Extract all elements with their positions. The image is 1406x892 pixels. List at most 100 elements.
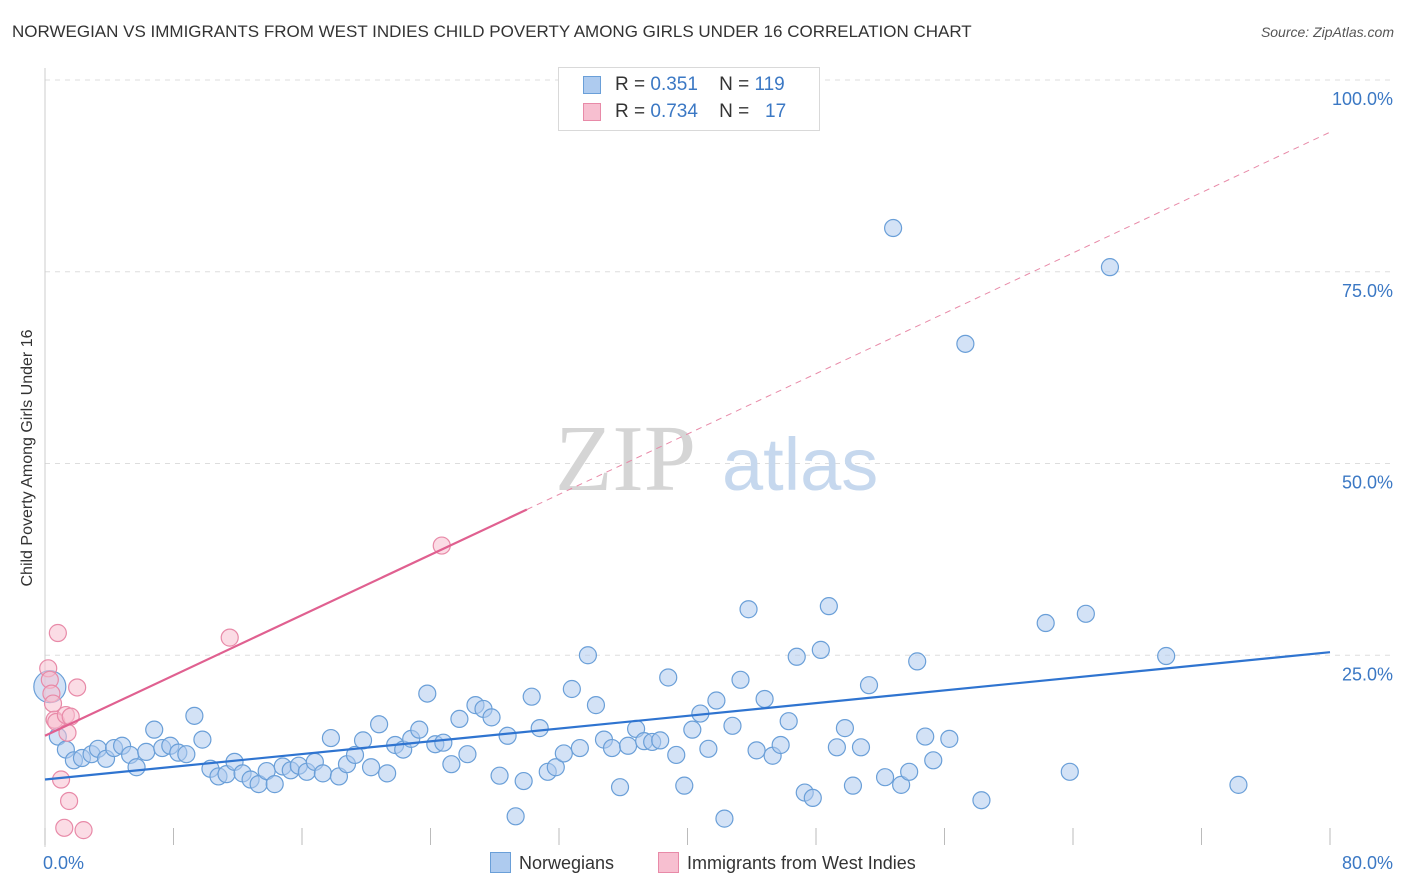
legend-item-norwegians: Norwegians	[490, 852, 614, 876]
point-norwegians	[442, 755, 461, 774]
point-norwegians	[875, 768, 895, 787]
point-west-indies	[68, 678, 87, 697]
point-norwegians	[851, 738, 871, 757]
point-norwegians	[956, 334, 975, 353]
point-west-indies	[48, 623, 67, 643]
point-norwegians	[530, 719, 549, 738]
point-norwegians	[498, 726, 517, 745]
legend-swatch-pink	[658, 852, 679, 873]
point-norwegians	[418, 684, 437, 703]
grid-layer	[44, 68, 1392, 847]
points-layer	[33, 218, 1248, 840]
point-norwegians	[747, 741, 766, 760]
point-norwegians	[193, 730, 212, 749]
x-tick-label: 80.0%	[1342, 853, 1393, 873]
point-norwegians	[723, 716, 742, 735]
swatch-pink	[583, 103, 601, 121]
point-norwegians	[578, 646, 598, 665]
point-norwegians	[321, 728, 341, 748]
point-norwegians	[827, 738, 846, 757]
point-norwegians	[940, 729, 959, 748]
r-label: R =	[615, 101, 646, 122]
point-norwegians	[127, 758, 146, 777]
n-value: 119	[754, 74, 785, 95]
point-norwegians	[843, 776, 863, 795]
point-norwegians	[378, 764, 397, 783]
y-tick-label: 25.0%	[1342, 664, 1393, 684]
x-tick-label: 0.0%	[43, 853, 84, 873]
point-norwegians	[659, 668, 678, 687]
point-norwegians	[683, 720, 702, 739]
legend-item-west-indies: Immigrants from West Indies	[658, 852, 916, 876]
y-tick-label: 50.0%	[1342, 473, 1393, 493]
point-norwegians	[313, 764, 332, 783]
point-norwegians	[787, 647, 806, 666]
r-value: 0.734	[650, 101, 698, 122]
legend-label: Immigrants from West Indies	[687, 853, 916, 873]
point-norwegians	[450, 709, 469, 729]
r-label: R =	[615, 74, 646, 95]
point-norwegians	[361, 758, 381, 777]
y-tick-label: 100.0%	[1332, 89, 1393, 109]
point-west-indies	[74, 821, 93, 840]
point-norwegians	[546, 758, 565, 777]
point-norwegians	[514, 771, 533, 791]
point-norwegians	[586, 696, 606, 715]
point-norwegians	[1036, 613, 1055, 633]
point-norwegians	[900, 762, 919, 781]
legend-label: Norwegians	[519, 853, 615, 873]
point-norwegians	[755, 689, 774, 709]
watermark: ZIP atlas	[555, 407, 878, 511]
stats-text: R = 0.351 N = 119	[615, 74, 785, 96]
n-value: 17	[765, 101, 787, 122]
stats-text: R = 0.734 N = 17	[615, 101, 786, 123]
point-norwegians	[908, 652, 927, 671]
source-label: Source: ZipAtlas.com	[1260, 24, 1394, 40]
trendline-norwegians	[44, 651, 1331, 781]
point-norwegians	[137, 742, 156, 761]
watermark-atlas: atlas	[722, 423, 878, 506]
point-norwegians	[610, 778, 630, 797]
point-norwegians	[1076, 604, 1095, 623]
point-norwegians	[410, 720, 429, 739]
point-norwegians	[779, 712, 798, 731]
point-norwegians	[883, 218, 903, 238]
point-norwegians	[554, 744, 573, 763]
point-norwegians	[731, 670, 750, 689]
point-norwegians	[859, 676, 879, 695]
point-norwegians	[345, 745, 365, 765]
point-norwegians	[602, 738, 622, 758]
watermark-zip: ZIP	[555, 407, 696, 511]
point-norwegians	[490, 766, 509, 785]
point-west-indies	[55, 818, 74, 837]
point-norwegians	[522, 687, 541, 706]
point-norwegians	[177, 745, 196, 764]
chart-title: NORWEGIAN VS IMMIGRANTS FROM WEST INDIES…	[12, 22, 972, 41]
point-norwegians	[562, 679, 581, 699]
point-norwegians	[707, 691, 726, 710]
r-value: 0.351	[650, 74, 698, 95]
trendline-west-indies-extension	[526, 131, 1331, 510]
point-norwegians	[972, 791, 991, 810]
point-norwegians	[482, 708, 501, 727]
point-norwegians	[145, 720, 164, 739]
point-norwegians	[819, 597, 838, 616]
point-norwegians	[1157, 646, 1176, 666]
y-tick-label: 75.0%	[1342, 281, 1393, 301]
point-norwegians	[1060, 762, 1079, 781]
point-west-indies	[220, 628, 239, 647]
legend-swatch-blue	[490, 852, 511, 873]
point-norwegians	[265, 775, 284, 794]
point-norwegians	[803, 788, 822, 808]
point-norwegians	[185, 706, 204, 725]
point-west-indies	[58, 723, 77, 742]
n-label: N =	[719, 101, 750, 122]
point-west-indies	[59, 791, 79, 811]
ticks-layer: 100.0% 75.0% 50.0% 25.0% 0.0% 80.0%	[43, 89, 1393, 873]
point-norwegians	[618, 736, 638, 755]
point-norwegians	[715, 809, 734, 828]
stats-legend: R = 0.351 N = 119 R = 0.734 N = 17	[558, 67, 820, 131]
point-norwegians	[675, 776, 694, 795]
trend-layer	[44, 131, 1331, 781]
